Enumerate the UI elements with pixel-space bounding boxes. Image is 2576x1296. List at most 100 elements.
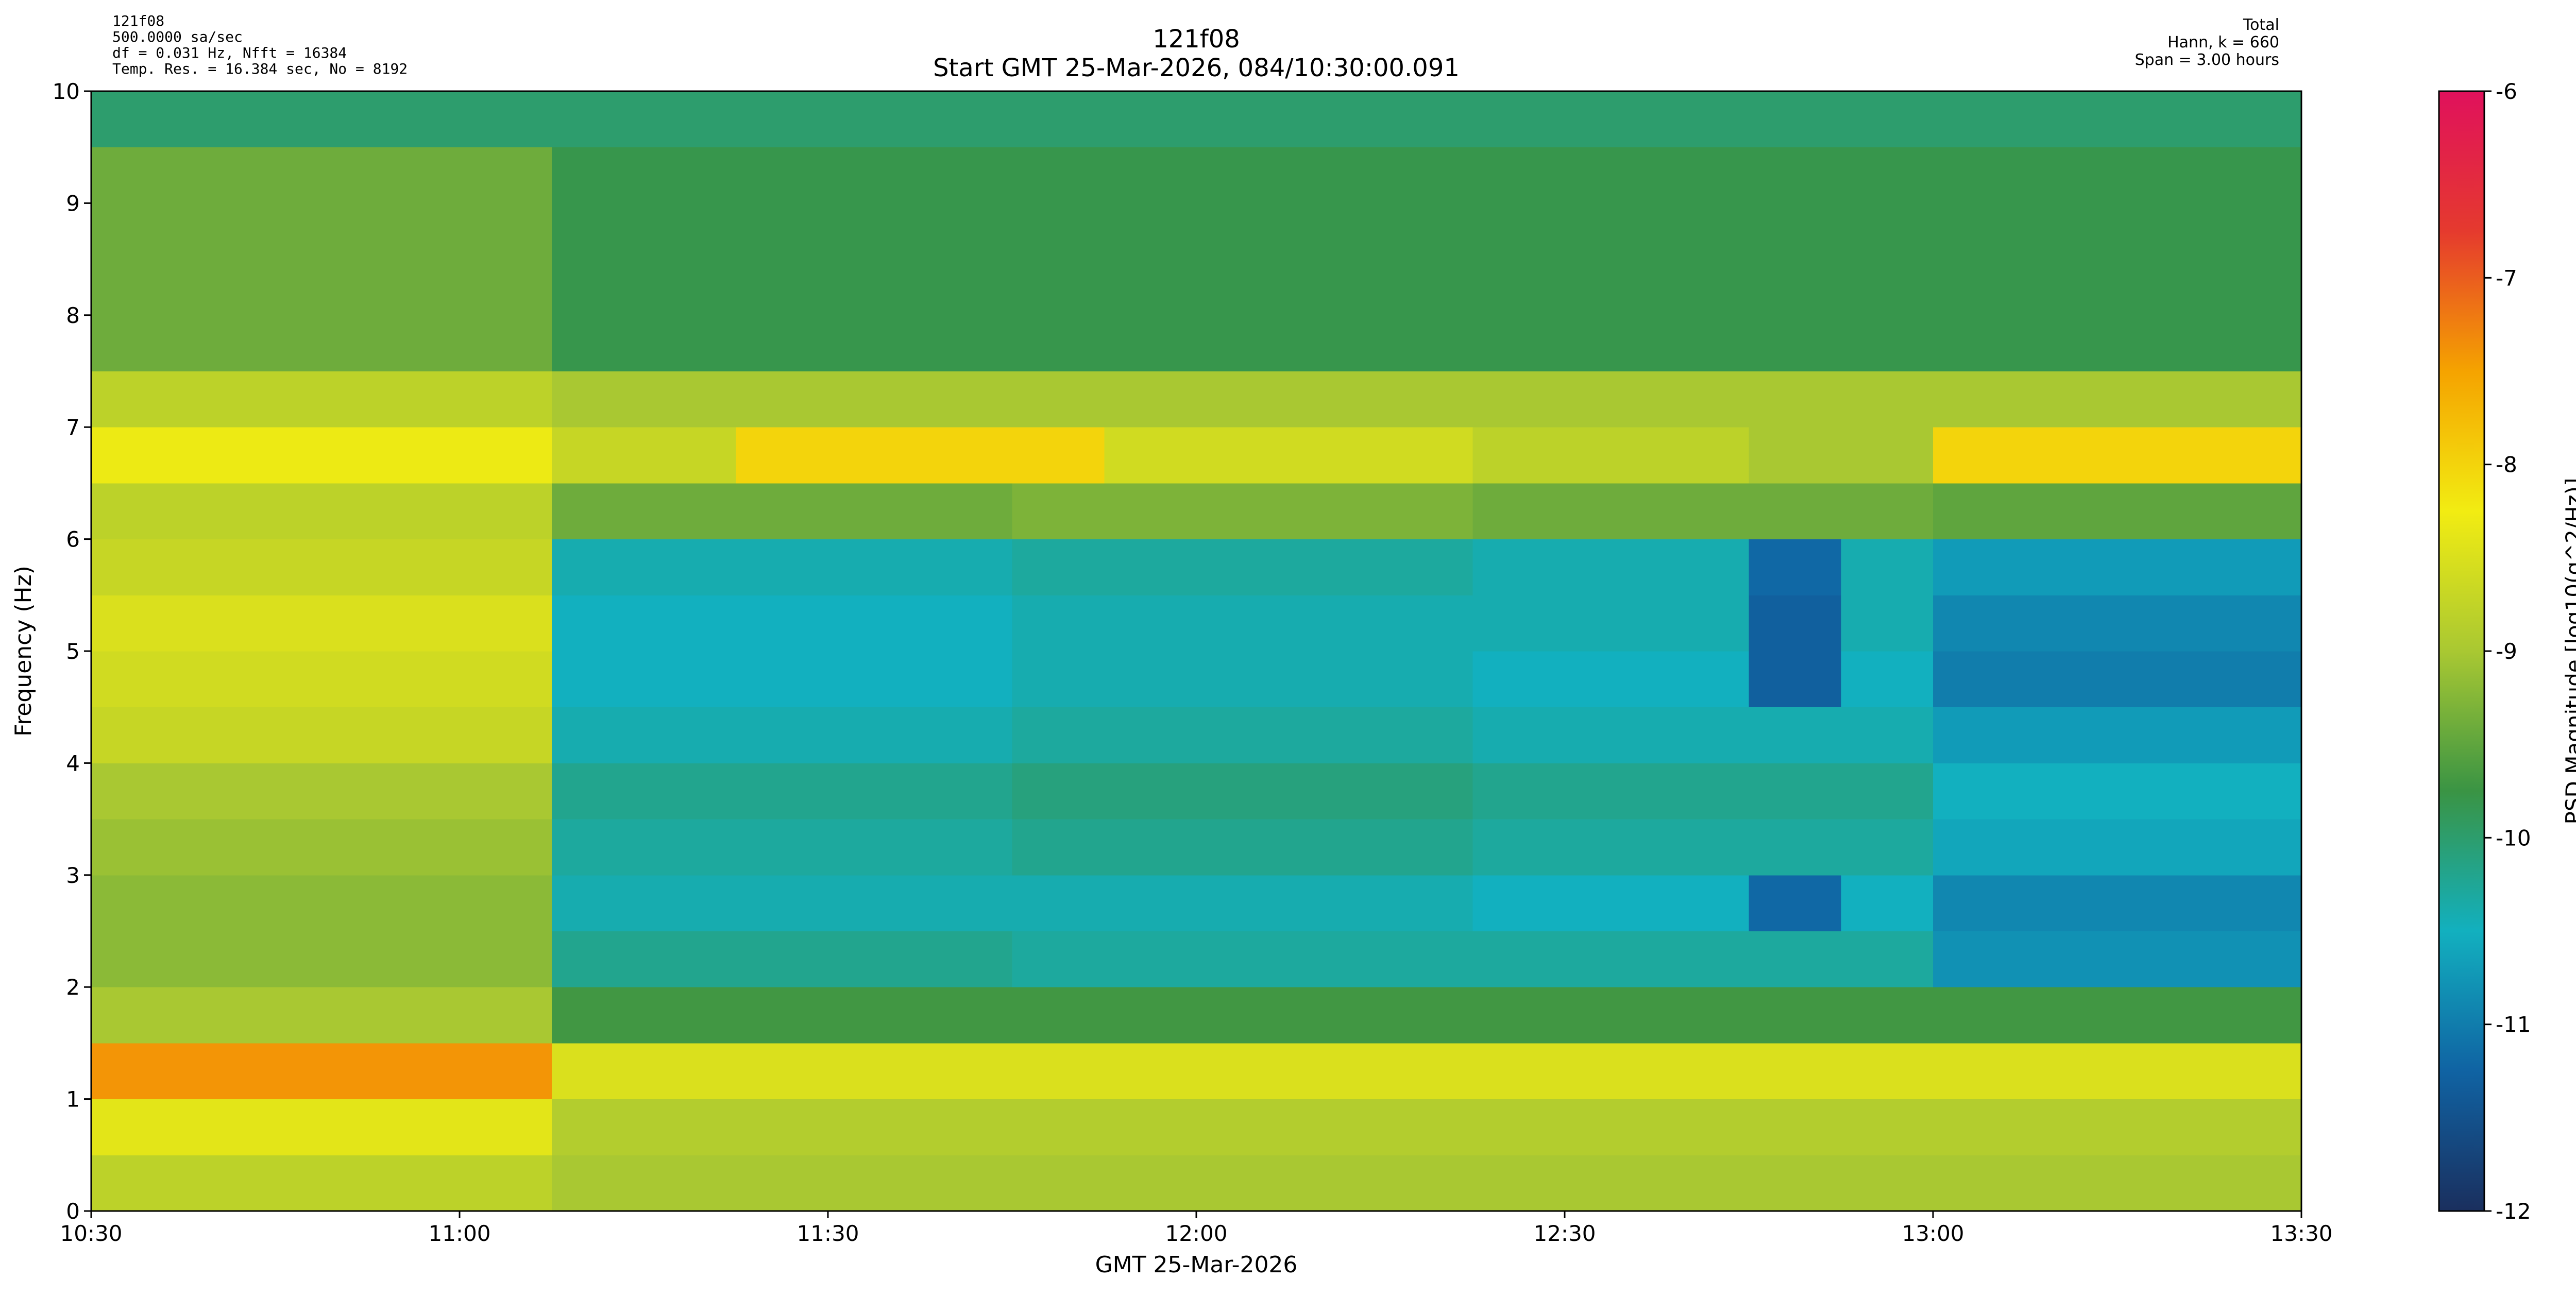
heatmap-cell: [2117, 259, 2210, 316]
heatmap-cell: [1749, 427, 1841, 484]
heatmap-cell: [828, 315, 921, 371]
heatmap-cell: [1933, 203, 2026, 260]
heatmap-cell: [1933, 371, 2026, 428]
heatmap-cell: [920, 315, 1012, 371]
heatmap-cell: [1841, 651, 1934, 708]
heatmap-cell: [1565, 259, 1657, 316]
heatmap-cell: [275, 1155, 368, 1212]
heatmap-cell: [736, 483, 828, 540]
heatmap-cell: [1472, 1099, 1565, 1155]
heatmap-cell: [828, 203, 921, 260]
heatmap-cell: [1472, 707, 1565, 763]
heatmap-cell: [1288, 1043, 1381, 1100]
heatmap-cell: [367, 1099, 460, 1155]
heatmap-cell: [1472, 147, 1565, 203]
heatmap-cell: [1288, 91, 1381, 148]
heatmap-cell: [1104, 875, 1197, 931]
heatmap-cell: [2025, 987, 2117, 1044]
heatmap-cell: [1012, 483, 1105, 540]
heatmap-cell: [183, 763, 276, 820]
heatmap-cell: [1288, 427, 1381, 484]
heatmap-cell: [1933, 987, 2026, 1044]
heatmap-cell: [2209, 147, 2302, 203]
heatmap-cell: [920, 707, 1012, 763]
heatmap-cell: [1196, 203, 1289, 260]
heatmap-cell: [2025, 315, 2117, 371]
heatmap-cell: [1933, 1043, 2026, 1100]
heatmap-cell: [2209, 91, 2302, 148]
heatmap-cell: [1012, 1043, 1105, 1100]
heatmap-cell: [183, 539, 276, 595]
heatmap-cell: [2025, 539, 2117, 595]
heatmap-cell: [460, 819, 552, 876]
heatmap-cell: [91, 91, 184, 148]
heatmap-cell: [1656, 371, 1749, 428]
y-tick-label: 9: [66, 191, 80, 216]
heatmap-cell: [920, 1155, 1012, 1212]
y-tick-label: 5: [66, 639, 80, 664]
heatmap-cell: [1012, 203, 1105, 260]
heatmap-cell: [1104, 91, 1197, 148]
heatmap-cell: [1749, 91, 1841, 148]
heatmap-cell: [460, 987, 552, 1044]
heatmap-cell: [1288, 315, 1381, 371]
heatmap-cell: [1656, 707, 1749, 763]
heatmap-cell: [1933, 651, 2026, 708]
heatmap-cell: [2025, 763, 2117, 820]
heatmap-cell: [1012, 315, 1105, 371]
heatmap-cell: [736, 1099, 828, 1155]
heatmap-cell: [1472, 1155, 1565, 1212]
heatmap-cell: [1380, 539, 1473, 595]
heatmap-cell: [1472, 315, 1565, 371]
heatmap-cell: [91, 875, 184, 931]
heatmap-cell: [1288, 987, 1381, 1044]
y-tick-label: 10: [53, 79, 80, 104]
heatmap-cell: [1380, 875, 1473, 931]
info-right: Total: [2243, 16, 2279, 34]
heatmap-cell: [2209, 595, 2302, 652]
heatmap-cell: [1749, 651, 1841, 708]
heatmap-cell: [1841, 203, 1934, 260]
heatmap-cell: [551, 1155, 644, 1212]
heatmap-cell: [1472, 427, 1565, 484]
colorbar-tick-label: -6: [2496, 79, 2517, 104]
heatmap-cell: [1565, 483, 1657, 540]
heatmap-cell: [1656, 315, 1749, 371]
heatmap-cell: [551, 819, 644, 876]
heatmap-cell: [2117, 875, 2210, 931]
heatmap-cell: [920, 1099, 1012, 1155]
heatmap-cell: [551, 763, 644, 820]
heatmap-cell: [91, 539, 184, 595]
heatmap-cell: [920, 147, 1012, 203]
heatmap-cell: [1380, 315, 1473, 371]
heatmap-cell: [920, 1043, 1012, 1100]
heatmap-cell: [1472, 595, 1565, 652]
heatmap-cell: [920, 91, 1012, 148]
heatmap-cell: [183, 707, 276, 763]
heatmap-cell: [1841, 931, 1934, 987]
heatmap-cell: [2117, 147, 2210, 203]
heatmap-cell: [1012, 371, 1105, 428]
heatmap-cell: [643, 707, 736, 763]
heatmap-cell: [551, 259, 644, 316]
heatmap-cell: [1380, 987, 1473, 1044]
heatmap-cell: [643, 427, 736, 484]
heatmap-cell: [920, 259, 1012, 316]
heatmap-cell: [1196, 931, 1289, 987]
colorbar-tick-label: -11: [2496, 1012, 2531, 1037]
heatmap-cell: [736, 651, 828, 708]
heatmap-cell: [1933, 483, 2026, 540]
heatmap-cell: [1380, 1155, 1473, 1212]
heatmap-cell: [736, 147, 828, 203]
heatmap-cell: [1472, 483, 1565, 540]
heatmap-cell: [2025, 427, 2117, 484]
heatmap-cell: [1841, 1043, 1934, 1100]
heatmap-cell: [2209, 875, 2302, 931]
heatmap-cell: [275, 371, 368, 428]
heatmap-cell: [183, 1099, 276, 1155]
heatmap-cell: [1104, 147, 1197, 203]
heatmap-cell: [1012, 427, 1105, 484]
heatmap-cell: [1933, 315, 2026, 371]
